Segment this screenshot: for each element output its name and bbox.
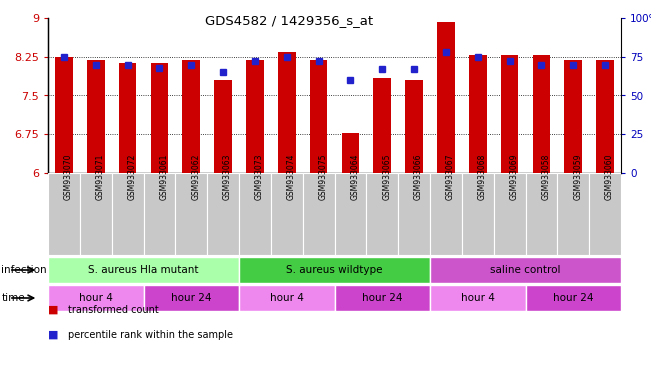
- Text: GSM933059: GSM933059: [574, 154, 582, 200]
- Bar: [406, 80, 423, 173]
- Bar: [48, 257, 239, 283]
- Bar: [469, 55, 486, 173]
- Bar: [87, 60, 105, 173]
- Bar: [437, 22, 454, 173]
- Bar: [335, 173, 367, 255]
- Text: GSM933074: GSM933074: [286, 154, 296, 200]
- Text: hour 24: hour 24: [171, 293, 212, 303]
- Text: GSM933068: GSM933068: [478, 154, 487, 200]
- Bar: [596, 60, 614, 173]
- Text: hour 4: hour 4: [270, 293, 303, 303]
- Bar: [533, 55, 550, 173]
- Text: GSM933073: GSM933073: [255, 154, 264, 200]
- Text: GSM933064: GSM933064: [350, 154, 359, 200]
- Text: GSM933058: GSM933058: [542, 154, 550, 200]
- Text: GSM933061: GSM933061: [159, 154, 169, 200]
- Bar: [493, 173, 525, 255]
- Bar: [239, 257, 430, 283]
- Bar: [143, 285, 239, 311]
- Bar: [501, 55, 518, 173]
- Text: saline control: saline control: [490, 265, 561, 275]
- Text: GSM933072: GSM933072: [128, 154, 137, 200]
- Text: hour 4: hour 4: [79, 293, 113, 303]
- Bar: [367, 173, 398, 255]
- Text: GSM933069: GSM933069: [510, 154, 519, 200]
- Text: GDS4582 / 1429356_s_at: GDS4582 / 1429356_s_at: [204, 14, 373, 27]
- Bar: [525, 173, 557, 255]
- Text: hour 24: hour 24: [362, 293, 402, 303]
- Bar: [564, 60, 582, 173]
- Bar: [207, 173, 239, 255]
- Text: GSM933071: GSM933071: [96, 154, 105, 200]
- Bar: [214, 80, 232, 173]
- Bar: [143, 173, 175, 255]
- Text: hour 24: hour 24: [553, 293, 594, 303]
- Text: ■: ■: [48, 305, 59, 315]
- Bar: [182, 60, 200, 173]
- Bar: [462, 173, 493, 255]
- Bar: [310, 60, 327, 173]
- Bar: [48, 285, 143, 311]
- Bar: [342, 133, 359, 173]
- Text: GSM933063: GSM933063: [223, 154, 232, 200]
- Bar: [278, 51, 296, 173]
- Bar: [175, 173, 207, 255]
- Bar: [239, 285, 335, 311]
- Bar: [150, 63, 168, 173]
- Text: GSM933066: GSM933066: [414, 154, 423, 200]
- Text: transformed count: transformed count: [68, 305, 158, 315]
- Bar: [112, 173, 143, 255]
- Bar: [525, 285, 621, 311]
- Text: GSM933065: GSM933065: [382, 154, 391, 200]
- Text: S. aureus wildtype: S. aureus wildtype: [286, 265, 383, 275]
- Bar: [398, 173, 430, 255]
- Text: infection: infection: [1, 265, 47, 275]
- Text: percentile rank within the sample: percentile rank within the sample: [68, 329, 232, 340]
- Text: GSM933067: GSM933067: [446, 154, 455, 200]
- Bar: [246, 60, 264, 173]
- Bar: [430, 285, 525, 311]
- Text: GSM933060: GSM933060: [605, 154, 614, 200]
- Text: GSM933070: GSM933070: [64, 154, 73, 200]
- Bar: [271, 173, 303, 255]
- Text: GSM933062: GSM933062: [191, 154, 201, 200]
- Bar: [119, 63, 136, 173]
- Bar: [48, 173, 80, 255]
- Text: hour 4: hour 4: [461, 293, 495, 303]
- Text: time: time: [1, 293, 25, 303]
- Bar: [335, 285, 430, 311]
- Bar: [557, 173, 589, 255]
- Text: GSM933075: GSM933075: [318, 154, 327, 200]
- Bar: [303, 173, 335, 255]
- Bar: [239, 173, 271, 255]
- Text: ■: ■: [48, 329, 59, 340]
- Bar: [589, 173, 621, 255]
- Bar: [374, 78, 391, 173]
- Bar: [80, 173, 112, 255]
- Bar: [55, 57, 73, 173]
- Bar: [430, 173, 462, 255]
- Text: S. aureus Hla mutant: S. aureus Hla mutant: [89, 265, 199, 275]
- Bar: [430, 257, 621, 283]
